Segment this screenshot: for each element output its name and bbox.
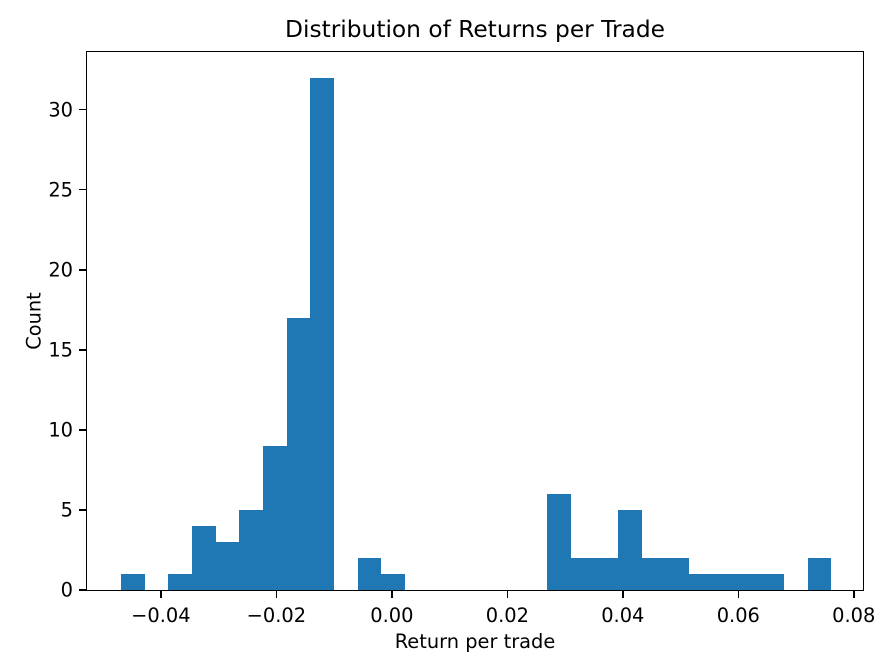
histogram-bar [618, 509, 642, 590]
x-tick [622, 590, 624, 598]
histogram-bar [381, 574, 406, 590]
y-tick [79, 269, 86, 271]
x-tick-label: 0.00 [370, 604, 414, 627]
x-tick [853, 590, 855, 598]
x-tick-label: −0.04 [131, 604, 191, 627]
y-tick [79, 589, 86, 591]
x-tick-label: 0.04 [601, 604, 645, 627]
y-tick-label: 0 [60, 578, 73, 602]
histogram-bar [357, 557, 382, 590]
histogram-bar [594, 557, 619, 590]
y-tick [79, 188, 86, 191]
y-tick-label: 15 [48, 338, 73, 362]
x-tick-label: 0.08 [832, 604, 876, 627]
histogram-bar [807, 557, 832, 590]
histogram-bar [689, 574, 713, 590]
y-tick [79, 108, 86, 111]
histogram-bar [239, 509, 264, 590]
histogram-bar [641, 557, 666, 590]
y-tick-label: 20 [48, 258, 73, 282]
histogram-bar [712, 574, 737, 590]
histogram-bar [665, 557, 690, 590]
histogram-bar [547, 493, 571, 590]
histogram-bar [168, 574, 193, 590]
histogram-bar [760, 574, 784, 590]
y-tick-label: 30 [48, 97, 73, 121]
x-tick [275, 590, 278, 598]
y-tick [79, 429, 86, 431]
histogram-bar [192, 525, 216, 590]
x-tick-label: 0.02 [485, 604, 529, 627]
histogram-bar [286, 317, 311, 590]
x-tick [506, 590, 509, 598]
histogram-bar [310, 77, 335, 590]
x-tick [391, 590, 393, 598]
histogram-bar [263, 445, 287, 590]
x-tick [737, 590, 740, 598]
histogram-bar [736, 574, 761, 590]
y-tick-label: 25 [48, 177, 73, 201]
histogram-bar [121, 574, 145, 590]
histogram-bar [215, 541, 240, 590]
plot-area [87, 52, 863, 590]
x-tick-label: −0.02 [246, 604, 307, 627]
x-tick-label: 0.06 [716, 604, 760, 627]
y-tick [79, 349, 86, 351]
x-tick [160, 590, 162, 598]
x-axis-label: Return per trade [394, 630, 556, 653]
chart-title: Distribution of Returns per Trade [285, 16, 665, 43]
histogram-bar [570, 557, 595, 590]
y-tick-label: 10 [48, 418, 73, 442]
y-tick [79, 509, 86, 511]
y-tick-label: 5 [60, 498, 73, 522]
